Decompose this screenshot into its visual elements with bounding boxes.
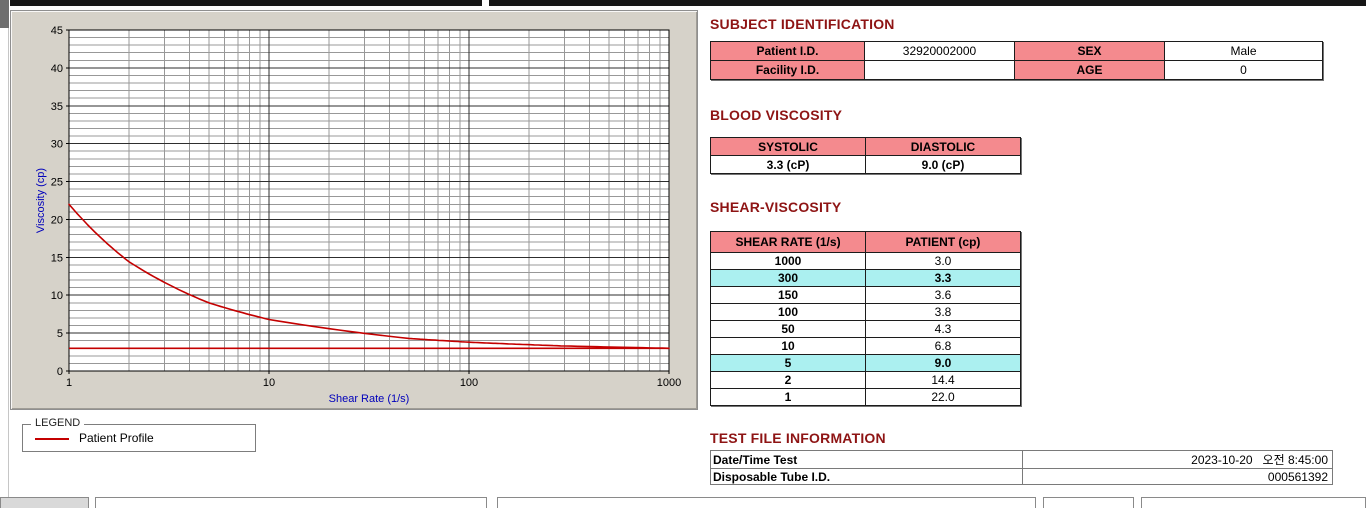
table-row: 5 9.0 <box>710 354 1021 372</box>
sex-label: SEX <box>1014 41 1165 61</box>
svg-text:100: 100 <box>460 377 478 389</box>
patient-id-value: 32920002000 <box>864 41 1015 61</box>
svg-text:Viscosity (cp): Viscosity (cp) <box>35 168 47 233</box>
svg-text:5: 5 <box>57 328 63 340</box>
patient-cp-cell: 3.6 <box>865 286 1021 304</box>
shear-rate-cell: 5 <box>710 354 866 372</box>
table-row: 300 3.3 <box>710 269 1021 287</box>
subject-identification-table: Patient I.D. 32920002000 SEX Male Facili… <box>710 41 1323 80</box>
svg-text:25: 25 <box>51 177 63 189</box>
table-row: 3.3 (cP) 9.0 (cP) <box>710 155 1021 174</box>
shear-rate-cell: 1 <box>710 388 866 406</box>
sex-value: Male <box>1164 41 1323 61</box>
test-file-information-table: Date/Time Test 2023-10-20 오전 8:45:00 Dis… <box>710 450 1333 485</box>
shear-rate-cell: 300 <box>710 269 866 287</box>
shear-rate-cell: 1000 <box>710 252 866 270</box>
legend-box: LEGEND Patient Profile <box>22 417 256 452</box>
table-row: 10 6.8 <box>710 337 1021 355</box>
svg-text:1000: 1000 <box>657 377 681 389</box>
disposable-tube-id-value: 000561392 <box>1022 468 1333 485</box>
table-row: 1 22.0 <box>710 388 1021 406</box>
legend-caption: LEGEND <box>31 417 85 429</box>
svg-text:15: 15 <box>51 252 63 264</box>
svg-text:40: 40 <box>51 63 63 75</box>
chart-panel: 0 5 10 15 20 25 30 35 40 45 1 10 100 1000 Shear Rate (… <box>10 10 698 410</box>
date-time-test-value: 2023-10-20 오전 8:45:00 <box>1022 450 1333 469</box>
window-left-edge <box>8 28 9 497</box>
shear-rate-cell: 100 <box>710 303 866 321</box>
table-row: SHEAR RATE (1/s) PATIENT (cp) <box>710 231 1021 253</box>
patient-cp-cell: 9.0 <box>865 354 1021 372</box>
patient-cp-cell: 3.3 <box>865 269 1021 287</box>
shear-rate-header: SHEAR RATE (1/s) <box>710 231 866 253</box>
patient-cp-cell: 3.8 <box>865 303 1021 321</box>
systolic-header: SYSTOLIC <box>710 137 866 156</box>
patient-cp-cell: 6.8 <box>865 337 1021 355</box>
viscosity-chart-svg: 0 5 10 15 20 25 30 35 40 45 1 10 100 1000 Shear Rate (… <box>35 25 681 405</box>
table-row: Facility I.D. AGE 0 <box>710 60 1323 80</box>
patient-cp-header: PATIENT (cp) <box>865 231 1021 253</box>
diastolic-header: DIASTOLIC <box>865 137 1021 156</box>
svg-text:45: 45 <box>51 25 63 37</box>
facility-id-label: Facility I.D. <box>710 60 865 80</box>
patient-cp-cell: 22.0 <box>865 388 1021 406</box>
shear-viscosity-body: 1000 3.0 300 3.3 150 3.6 100 3.8 50 4.3 10 6.8 5 9.0 2… <box>710 252 1021 406</box>
systolic-value: 3.3 (cP) <box>710 155 866 174</box>
shear-rate-cell: 150 <box>710 286 866 304</box>
shear-rate-cell: 10 <box>710 337 866 355</box>
subject-identification-title: SUBJECT IDENTIFICATION <box>710 16 895 32</box>
table-row: 150 3.6 <box>710 286 1021 304</box>
shear-rate-cell: 50 <box>710 320 866 338</box>
patient-cp-cell: 4.3 <box>865 320 1021 338</box>
table-row: 1000 3.0 <box>710 252 1021 270</box>
background-window-fragment[interactable] <box>95 497 487 508</box>
window-corner-fragment <box>0 0 9 28</box>
patient-id-label: Patient I.D. <box>710 41 865 61</box>
background-window-fragment[interactable] <box>497 497 1036 508</box>
age-label: AGE <box>1014 60 1165 80</box>
table-row: Date/Time Test 2023-10-20 오전 8:45:00 <box>710 450 1333 469</box>
patient-cp-cell: 14.4 <box>865 371 1021 389</box>
table-row: 2 14.4 <box>710 371 1021 389</box>
disposable-tube-id-label: Disposable Tube I.D. <box>710 468 1023 485</box>
date-time-test-label: Date/Time Test <box>710 450 1023 469</box>
shear-rate-cell: 2 <box>710 371 866 389</box>
background-window-fragment[interactable] <box>1141 497 1366 508</box>
svg-text:10: 10 <box>263 377 275 389</box>
svg-text:35: 35 <box>51 101 63 113</box>
svg-text:1: 1 <box>66 377 72 389</box>
table-row: Patient I.D. 32920002000 SEX Male <box>710 41 1323 61</box>
diastolic-value: 9.0 (cP) <box>865 155 1021 174</box>
shear-viscosity-title: SHEAR-VISCOSITY <box>710 199 842 215</box>
svg-text:10: 10 <box>51 290 63 302</box>
legend-entry-label: Patient Profile <box>79 431 154 445</box>
svg-text:30: 30 <box>51 139 63 151</box>
blood-viscosity-table: SYSTOLIC DIASTOLIC 3.3 (cP) 9.0 (cP) <box>710 137 1021 174</box>
background-window-fragment[interactable] <box>1043 497 1134 508</box>
shear-viscosity-table: SHEAR RATE (1/s) PATIENT (cp) 1000 3.0 300… <box>710 231 1021 406</box>
age-value: 0 <box>1164 60 1323 80</box>
legend-line-sample <box>35 438 69 440</box>
facility-id-value <box>864 60 1015 80</box>
blood-viscosity-title: BLOOD VISCOSITY <box>710 107 843 123</box>
table-row: 100 3.8 <box>710 303 1021 321</box>
svg-text:Shear Rate (1/s): Shear Rate (1/s) <box>329 393 410 405</box>
test-file-information-title: TEST FILE INFORMATION <box>710 430 886 446</box>
table-row: 50 4.3 <box>710 320 1021 338</box>
background-window-fragment[interactable] <box>0 497 89 508</box>
window-top-edge-left <box>10 0 482 6</box>
svg-text:20: 20 <box>51 214 63 226</box>
window-top-edge-right <box>489 0 1366 6</box>
table-row: Disposable Tube I.D. 000561392 <box>710 468 1333 485</box>
patient-cp-cell: 3.0 <box>865 252 1021 270</box>
svg-text:0: 0 <box>57 366 63 378</box>
table-row: SYSTOLIC DIASTOLIC <box>710 137 1021 156</box>
